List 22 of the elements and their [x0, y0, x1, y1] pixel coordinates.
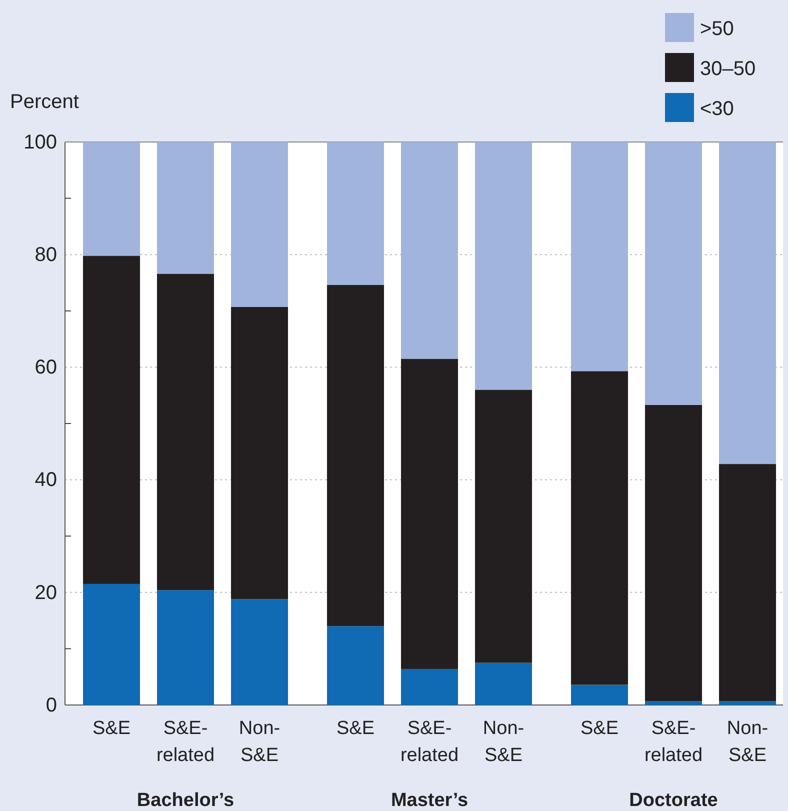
legend-label: <30: [700, 98, 734, 120]
text: Doctorate: [629, 790, 718, 811]
x-tick-label: S&E: [92, 718, 131, 739]
y-tick-label: 100: [24, 131, 57, 154]
y-tick-label: 60: [34, 356, 57, 379]
y-axis-title: Percent: [10, 91, 80, 113]
x-tick-label: S&E: [336, 718, 375, 739]
y-tick-label: 0: [46, 694, 57, 716]
y-tick-label: 80: [34, 244, 57, 266]
y-tick-label: 40: [34, 469, 57, 492]
text: Master’s: [390, 790, 468, 811]
x-tick-label: S&E- related: [400, 718, 459, 766]
y-tick-label: 20: [34, 582, 57, 604]
text: Bachelor’s: [136, 790, 234, 811]
x-tick-label: Non- S&E: [482, 718, 524, 766]
legend-label: >50: [700, 18, 734, 40]
x-tick-label: S&E- related: [644, 718, 703, 766]
x-tick-label: Non- S&E: [238, 718, 280, 766]
x-tick-label: S&E: [580, 718, 619, 739]
legend-label: 30–50: [700, 58, 756, 80]
x-tick-label: S&E- related: [156, 718, 215, 766]
x-tick-label: Non- S&E: [726, 718, 768, 766]
